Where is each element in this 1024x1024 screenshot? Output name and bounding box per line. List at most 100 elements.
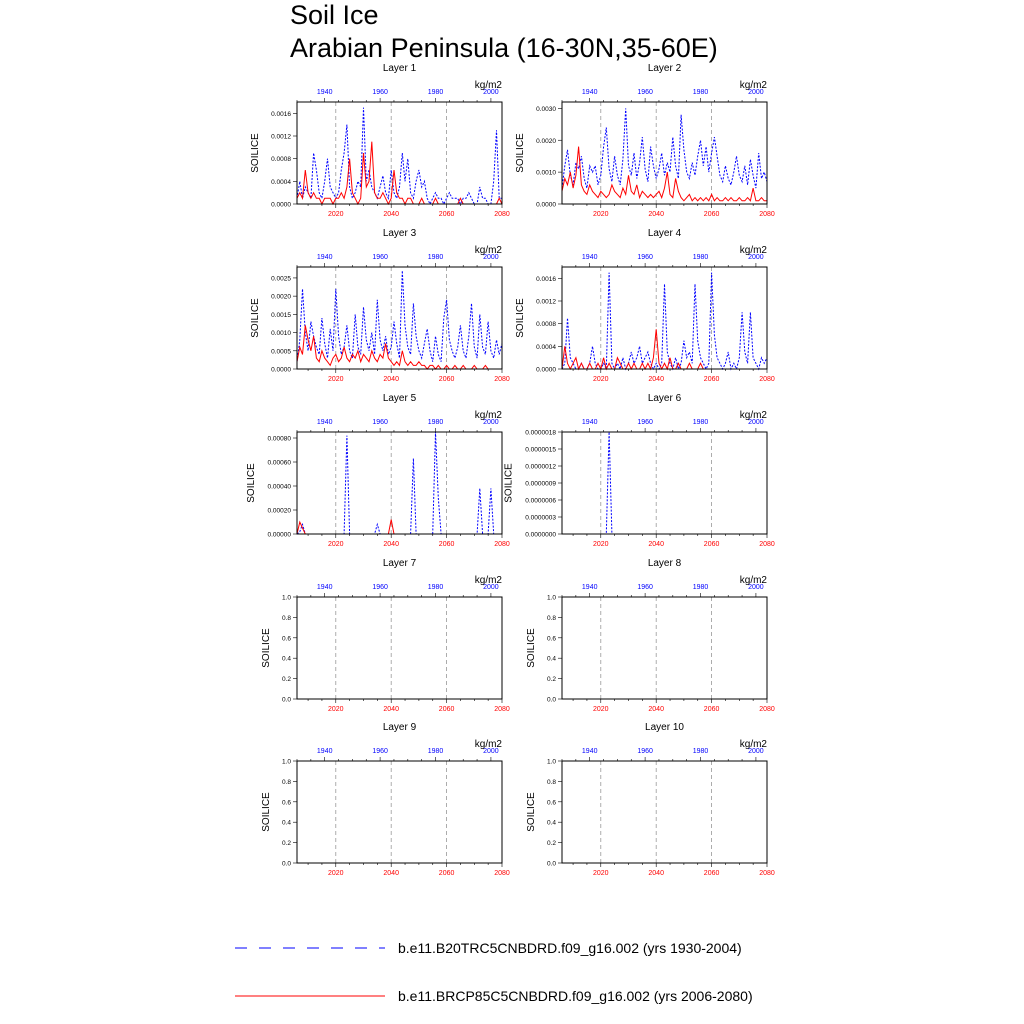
y-axis-tick-label: 0.0016 <box>271 111 291 118</box>
y-axis-tick-label: 0.6 <box>547 635 556 642</box>
bottom-axis-tick-label: 2020 <box>328 870 344 877</box>
top-axis-tick-label: 1940 <box>582 584 598 591</box>
bottom-axis-tick-label: 2080 <box>494 706 510 713</box>
top-axis-tick-label: 1940 <box>582 419 598 426</box>
top-axis-tick-label: 2000 <box>748 584 764 591</box>
bottom-axis-tick-label: 2080 <box>759 706 775 713</box>
plot-frame <box>296 760 503 864</box>
y-axis-label: SOILICE <box>250 298 261 338</box>
y-axis-tick-label: 0.2 <box>282 840 291 847</box>
units-label: kg/m2 <box>475 410 503 421</box>
panel-layer-6: Layer 6 kg/m2 1940 1960 1980 2000 2020 2040 2060… <box>504 393 775 548</box>
panel-title: Layer 7 <box>383 558 417 569</box>
y-axis-tick-label: 0.0 <box>282 697 291 704</box>
units-label: kg/m2 <box>740 739 768 750</box>
panel-title: Layer 10 <box>645 722 684 733</box>
y-axis-tick-label: 0.8 <box>282 779 291 786</box>
series-line-rcp85 <box>296 141 503 206</box>
y-axis-tick-label: 1.0 <box>547 595 556 602</box>
panel-title: Layer 5 <box>383 393 417 404</box>
top-axis-tick-label: 1960 <box>637 748 653 755</box>
series-line-rcp85 <box>296 325 502 370</box>
panel-layer-1: Layer 1 kg/m2 1940 1960 1980 2000 2020 2040 2060… <box>250 63 510 218</box>
bottom-axis-tick-label: 2080 <box>759 376 775 383</box>
top-axis-tick-label: 1980 <box>693 748 709 755</box>
y-axis-tick-label: 0.00060 <box>268 460 292 467</box>
y-axis-tick-label: 0.0 <box>282 861 291 868</box>
bottom-axis-tick-label: 2020 <box>328 211 344 218</box>
bottom-axis-tick-label: 2020 <box>593 706 609 713</box>
y-axis-tick-label: 0.6 <box>547 799 556 806</box>
plot-frame <box>561 760 768 864</box>
y-axis-label: SOILICE <box>246 463 257 503</box>
top-axis-tick-label: 1980 <box>428 254 444 261</box>
plot-frame <box>296 266 503 370</box>
panel-title: Layer 2 <box>648 63 682 74</box>
units-label: kg/m2 <box>475 245 503 256</box>
top-axis-tick-label: 1960 <box>637 419 653 426</box>
series-line-historical <box>562 431 767 535</box>
legend-label-historical: b.e11.B20TRC5CNBDRD.f09_g16.002 (yrs 193… <box>398 940 742 956</box>
title-line-2: Arabian Peninsula (16-30N,35-60E) <box>290 33 718 63</box>
y-axis-tick-label: 0.2 <box>282 676 291 683</box>
series-line-historical <box>561 272 768 371</box>
panel-title: Layer 3 <box>383 228 417 239</box>
top-axis-tick-label: 2000 <box>483 748 499 755</box>
bottom-axis-tick-label: 2020 <box>593 211 609 218</box>
y-axis-tick-label: 0.0015 <box>271 312 291 319</box>
panel-layer-5: Layer 5 kg/m2 1940 1960 1980 2000 2020 2040 2060… <box>246 393 510 548</box>
y-axis-tick-label: 0.00000 <box>268 532 292 539</box>
plot-frame <box>561 266 768 370</box>
y-axis-tick-label: 0.0000012 <box>525 464 556 471</box>
bottom-axis-tick-label: 2020 <box>593 870 609 877</box>
units-label: kg/m2 <box>740 80 768 91</box>
top-axis-tick-label: 1940 <box>582 254 598 261</box>
top-axis-tick-label: 1940 <box>582 748 598 755</box>
y-axis-label: SOILICE <box>526 792 537 832</box>
y-axis-tick-label: 0.0000 <box>271 202 291 209</box>
y-axis-tick-label: 0.2 <box>547 676 556 683</box>
y-axis-tick-label: 0.4 <box>547 820 556 827</box>
bottom-axis-tick-label: 2040 <box>648 706 664 713</box>
y-axis-tick-label: 0.0000 <box>536 202 556 209</box>
y-axis-tick-label: 0.0025 <box>271 275 291 282</box>
units-label: kg/m2 <box>740 575 768 586</box>
y-axis-tick-label: 0.0020 <box>536 138 556 145</box>
y-axis-tick-label: 0.0005 <box>271 348 291 355</box>
y-axis-tick-label: 0.0000 <box>536 367 556 374</box>
legend: b.e11.B20TRC5CNBDRD.f09_g16.002 (yrs 193… <box>235 940 753 1004</box>
panel-title: Layer 8 <box>648 558 682 569</box>
panel-title: Layer 6 <box>648 393 682 404</box>
panel-layer-9: Layer 9 kg/m2 1940 1960 1980 2000 2020 2040 2060… <box>261 722 510 877</box>
bottom-axis-tick-label: 2020 <box>593 541 609 548</box>
top-axis-tick-label: 1940 <box>317 254 333 261</box>
units-label: kg/m2 <box>740 245 768 256</box>
y-axis-tick-label: 0.4 <box>282 820 291 827</box>
series-line-rcp85 <box>296 519 502 535</box>
y-axis-tick-label: 0.8 <box>547 779 556 786</box>
top-axis-tick-label: 1980 <box>428 748 444 755</box>
bottom-axis-tick-label: 2080 <box>494 870 510 877</box>
y-axis-tick-label: 1.0 <box>547 759 556 766</box>
y-axis-tick-label: 0.2 <box>547 840 556 847</box>
top-axis-tick-label: 1960 <box>637 89 653 96</box>
top-axis-tick-label: 2000 <box>748 748 764 755</box>
y-axis-tick-label: 0.00080 <box>268 436 292 443</box>
bottom-axis-tick-label: 2040 <box>383 211 399 218</box>
series-line-rcp85 <box>561 146 767 202</box>
y-axis-tick-label: 0.0000009 <box>525 481 556 488</box>
y-axis-label: SOILICE <box>526 628 537 668</box>
panel-layer-7: Layer 7 kg/m2 1940 1960 1980 2000 2020 2040 2060… <box>261 558 510 713</box>
y-axis-tick-label: 0.8 <box>547 615 556 622</box>
title-line-1: Soil Ice <box>290 0 379 30</box>
y-axis-label: SOILICE <box>261 628 272 668</box>
top-axis-tick-label: 1960 <box>637 254 653 261</box>
y-axis-tick-label: 0.0004 <box>536 344 556 351</box>
bottom-axis-tick-label: 2040 <box>383 541 399 548</box>
top-axis-tick-label: 1960 <box>372 419 388 426</box>
top-axis-tick-label: 1980 <box>693 254 709 261</box>
bottom-axis-tick-label: 2040 <box>383 870 399 877</box>
y-axis-tick-label: 0.0008 <box>271 156 291 163</box>
y-axis-tick-label: 0.0000 <box>271 367 291 374</box>
bottom-axis-tick-label: 2060 <box>704 541 720 548</box>
